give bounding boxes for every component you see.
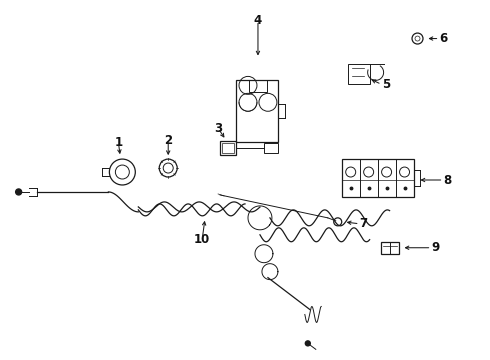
- Bar: [264, 143, 278, 153]
- Text: 8: 8: [443, 174, 452, 186]
- Bar: [381, 242, 398, 254]
- Text: 3: 3: [214, 122, 222, 135]
- Bar: [220, 141, 236, 155]
- Bar: [249, 80, 267, 92]
- Text: 9: 9: [432, 241, 440, 254]
- Text: 5: 5: [382, 78, 390, 91]
- Bar: [236, 80, 278, 142]
- Circle shape: [305, 341, 310, 346]
- Text: 1: 1: [114, 136, 122, 149]
- Bar: [222, 143, 234, 153]
- Text: 7: 7: [360, 217, 368, 230]
- Text: 6: 6: [440, 32, 448, 45]
- Text: 10: 10: [194, 233, 210, 246]
- Text: 2: 2: [164, 134, 172, 147]
- Bar: [348, 64, 369, 84]
- Circle shape: [16, 189, 22, 195]
- Bar: [342, 159, 414, 197]
- Text: 4: 4: [254, 14, 262, 27]
